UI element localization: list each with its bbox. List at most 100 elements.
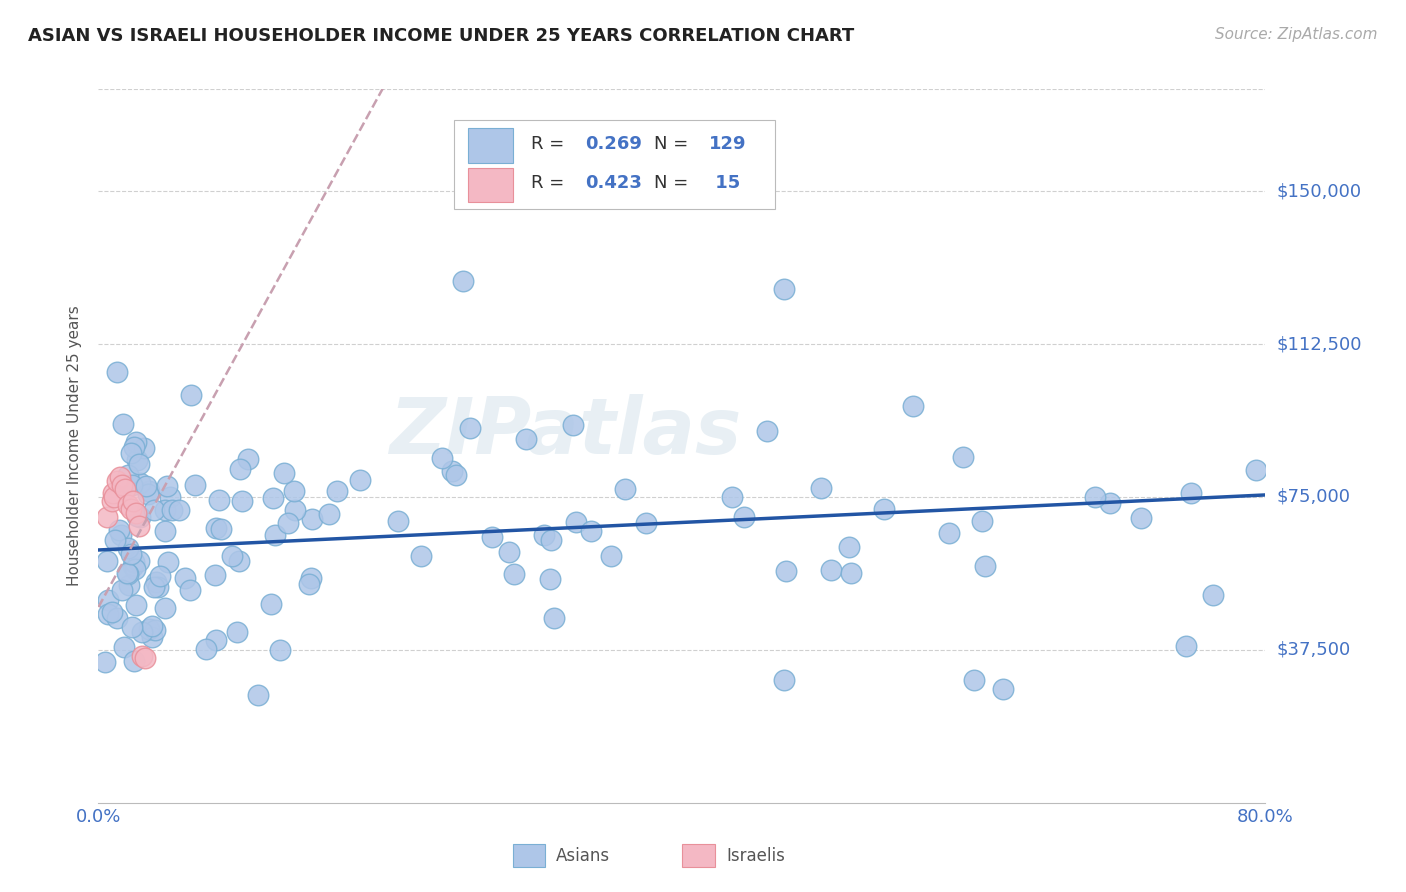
Point <box>820 562 842 576</box>
Point <box>810 482 832 496</box>
Text: 15: 15 <box>709 175 740 193</box>
Point <box>236 451 259 466</box>
Point <box>205 520 228 534</box>
Point <box>263 528 285 542</box>
Point <box>121 477 143 491</box>
Point <box>636 516 658 530</box>
Point <box>755 424 778 438</box>
Point <box>141 630 163 644</box>
Text: $37,500: $37,500 <box>1277 640 1351 659</box>
Text: Source: ZipAtlas.com: Source: ZipAtlas.com <box>1215 27 1378 42</box>
Point <box>600 549 623 563</box>
Point <box>131 625 153 640</box>
Point <box>117 467 139 482</box>
Point <box>120 445 142 459</box>
Text: R =: R = <box>531 175 571 193</box>
Point <box>115 566 138 581</box>
Point <box>458 420 481 434</box>
Point <box>430 451 453 466</box>
Point <box>124 562 146 576</box>
Point <box>114 482 136 496</box>
Point <box>938 525 960 540</box>
Point <box>105 474 128 488</box>
Point <box>117 498 139 512</box>
Text: ZIPatlas: ZIPatlas <box>389 393 741 470</box>
Point <box>277 516 299 531</box>
Point <box>153 524 176 538</box>
Point <box>952 450 974 464</box>
Point <box>229 462 252 476</box>
Point <box>110 527 132 541</box>
Point <box>775 564 797 578</box>
Point <box>260 597 283 611</box>
Point <box>101 486 124 500</box>
Point <box>136 487 159 501</box>
Point <box>128 457 150 471</box>
Point <box>105 365 128 379</box>
Text: R =: R = <box>531 136 571 153</box>
Point <box>262 491 284 505</box>
Point <box>180 388 202 402</box>
Point <box>839 566 862 580</box>
Point <box>111 583 134 598</box>
Point <box>120 548 142 562</box>
Point <box>533 528 555 542</box>
Point <box>1099 496 1122 510</box>
Point <box>138 484 160 499</box>
Point <box>273 466 295 480</box>
Point <box>205 632 228 647</box>
Point <box>110 469 132 483</box>
Text: $75,000: $75,000 <box>1277 488 1351 506</box>
Text: ASIAN VS ISRAELI HOUSEHOLDER INCOME UNDER 25 YEARS CORRELATION CHART: ASIAN VS ISRAELI HOUSEHOLDER INCOME UNDE… <box>28 27 855 45</box>
Point <box>134 651 156 665</box>
Point <box>720 490 742 504</box>
Point <box>112 640 135 655</box>
Point <box>125 434 148 449</box>
Point <box>269 643 291 657</box>
Point <box>481 530 503 544</box>
Point <box>204 568 226 582</box>
Point <box>284 503 307 517</box>
Point <box>515 432 537 446</box>
FancyBboxPatch shape <box>454 120 775 209</box>
Point <box>991 681 1014 696</box>
Point <box>1175 640 1198 654</box>
Point <box>579 524 602 538</box>
Point <box>107 611 129 625</box>
Point <box>96 510 118 524</box>
Text: 0.423: 0.423 <box>585 175 643 193</box>
Point <box>135 479 157 493</box>
Point <box>194 642 217 657</box>
Point <box>901 399 924 413</box>
Point <box>103 490 125 504</box>
Point <box>122 654 145 668</box>
Point <box>117 541 139 556</box>
Point <box>173 571 195 585</box>
FancyBboxPatch shape <box>682 844 714 867</box>
Point <box>1246 462 1268 476</box>
Point <box>118 578 141 592</box>
Text: $150,000: $150,000 <box>1277 182 1361 200</box>
Point <box>411 549 433 563</box>
Point <box>121 620 143 634</box>
Text: 0.269: 0.269 <box>585 136 643 153</box>
Point <box>561 418 583 433</box>
Point <box>125 452 148 467</box>
Point <box>211 522 233 536</box>
Point <box>283 484 305 499</box>
Point <box>145 623 167 637</box>
Text: $112,500: $112,500 <box>1277 335 1362 353</box>
Point <box>231 494 253 508</box>
Point <box>538 572 561 586</box>
Point <box>298 576 321 591</box>
Point <box>122 555 145 569</box>
Point <box>121 558 143 573</box>
Point <box>962 673 984 688</box>
Point <box>1202 588 1225 602</box>
Point <box>873 502 896 516</box>
Point <box>444 468 467 483</box>
Point <box>127 509 149 524</box>
Point <box>146 580 169 594</box>
Point <box>142 502 165 516</box>
Point <box>93 656 115 670</box>
